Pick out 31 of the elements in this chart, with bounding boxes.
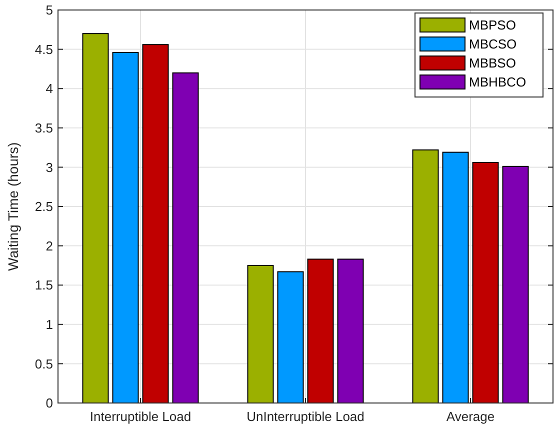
y-tick-label: 3 [46, 160, 53, 175]
y-tick-label: 5 [46, 2, 53, 18]
bar [472, 162, 499, 404]
y-axis-title: Waiting Time (hours) [5, 142, 21, 271]
bar [307, 258, 334, 404]
bar [247, 264, 274, 404]
bar [172, 72, 199, 404]
bar [337, 258, 364, 404]
bar [142, 44, 169, 404]
y-tick-label: 2.5 [34, 199, 53, 214]
bar [502, 166, 529, 404]
bar [82, 33, 109, 404]
legend-label: MBBSO [469, 56, 516, 71]
x-tick-label: Average [446, 409, 495, 424]
bar [112, 52, 139, 404]
y-tick-label: 0 [46, 396, 53, 411]
y-tick-label: 0.5 [34, 356, 53, 372]
bar [442, 152, 469, 404]
y-tick-label: 4.5 [34, 42, 53, 57]
y-tick-label: 4 [46, 81, 53, 96]
legend-label: MBPSO [469, 18, 516, 33]
y-tick-label: 1 [46, 316, 53, 332]
bar [412, 149, 439, 404]
y-tick-label: 1.5 [34, 278, 53, 293]
y-tick-label: 3.5 [34, 120, 53, 136]
x-tick-label: Interruptible Load [90, 409, 192, 424]
legend-label: MBCSO [469, 36, 517, 52]
x-tick-label: UnInterruptible Load [246, 409, 364, 424]
y-tick-label: 2 [46, 238, 53, 254]
legend-label: MBHBCO [469, 74, 526, 90]
bar [277, 271, 304, 404]
